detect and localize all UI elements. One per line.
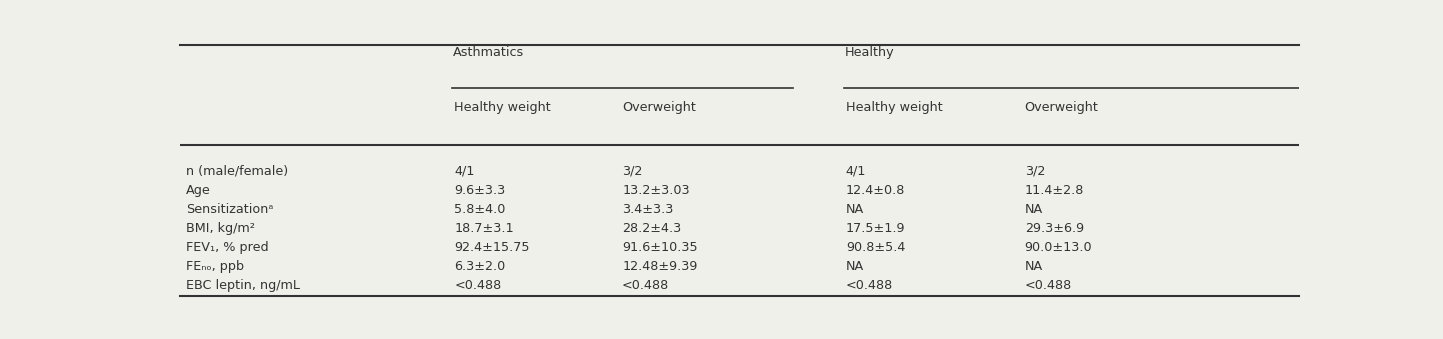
Text: 92.4±15.75: 92.4±15.75 xyxy=(455,241,530,254)
Text: 11.4±2.8: 11.4±2.8 xyxy=(1025,184,1084,197)
Text: FEV₁, % pred: FEV₁, % pred xyxy=(186,241,268,254)
Text: <0.488: <0.488 xyxy=(846,279,893,292)
Text: 29.3±6.9: 29.3±6.9 xyxy=(1025,222,1084,235)
Text: 17.5±1.9: 17.5±1.9 xyxy=(846,222,905,235)
Text: NA: NA xyxy=(846,260,864,273)
Text: 3.4±3.3: 3.4±3.3 xyxy=(622,203,674,216)
Text: n (male/female): n (male/female) xyxy=(186,165,289,178)
Text: Overweight: Overweight xyxy=(622,101,696,114)
Text: 3/2: 3/2 xyxy=(622,165,642,178)
Text: NA: NA xyxy=(846,203,864,216)
Text: 90.0±13.0: 90.0±13.0 xyxy=(1025,241,1092,254)
Text: Healthy weight: Healthy weight xyxy=(846,101,942,114)
Text: 91.6±10.35: 91.6±10.35 xyxy=(622,241,698,254)
Text: EBC leptin, ng/mL: EBC leptin, ng/mL xyxy=(186,279,300,292)
Text: 13.2±3.03: 13.2±3.03 xyxy=(622,184,690,197)
Text: 4/1: 4/1 xyxy=(455,165,475,178)
Text: NA: NA xyxy=(1025,260,1043,273)
Text: 6.3±2.0: 6.3±2.0 xyxy=(455,260,505,273)
Text: 5.8±4.0: 5.8±4.0 xyxy=(455,203,505,216)
Text: <0.488: <0.488 xyxy=(622,279,670,292)
Text: 18.7±3.1: 18.7±3.1 xyxy=(455,222,514,235)
Text: 9.6±3.3: 9.6±3.3 xyxy=(455,184,505,197)
Text: <0.488: <0.488 xyxy=(455,279,502,292)
Text: FEₙₒ, ppb: FEₙₒ, ppb xyxy=(186,260,244,273)
Text: 28.2±4.3: 28.2±4.3 xyxy=(622,222,681,235)
Text: 90.8±5.4: 90.8±5.4 xyxy=(846,241,905,254)
Text: 4/1: 4/1 xyxy=(846,165,866,178)
Text: 12.4±0.8: 12.4±0.8 xyxy=(846,184,905,197)
Text: 3/2: 3/2 xyxy=(1025,165,1045,178)
Text: Age: Age xyxy=(186,184,211,197)
Text: <0.488: <0.488 xyxy=(1025,279,1072,292)
Text: 12.48±9.39: 12.48±9.39 xyxy=(622,260,697,273)
Text: Asthmatics: Asthmatics xyxy=(453,46,524,59)
Text: Sensitizationᵃ: Sensitizationᵃ xyxy=(186,203,273,216)
Text: NA: NA xyxy=(1025,203,1043,216)
Text: BMI, kg/m²: BMI, kg/m² xyxy=(186,222,255,235)
Text: Healthy: Healthy xyxy=(844,46,895,59)
Text: Healthy weight: Healthy weight xyxy=(455,101,551,114)
Text: Overweight: Overweight xyxy=(1025,101,1098,114)
